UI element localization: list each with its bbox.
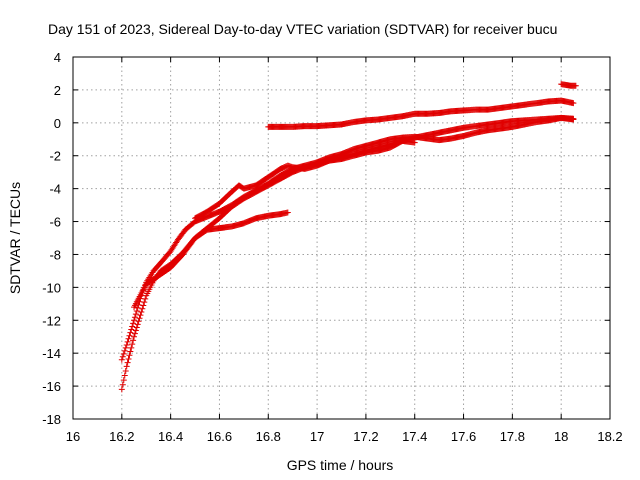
data-point [125,355,132,362]
data-point [124,359,131,366]
data-point [128,326,135,333]
data-point [126,332,133,339]
series-arc-b [118,114,577,363]
data-point [123,341,130,348]
series-arc-f [558,81,579,89]
data-point [121,347,128,354]
y-tick-label: -8 [49,247,61,262]
data-point [134,304,141,311]
x-tick-label: 16.6 [207,429,232,444]
data-point [118,356,125,363]
y-tick-label: 0 [54,116,61,131]
data-point [121,372,128,379]
y-tick-label: -16 [42,379,61,394]
data-point [570,100,577,107]
x-tick-label: 18.2 [597,429,622,444]
data-point [130,320,137,327]
grid [73,57,610,419]
x-tick-label: 16.4 [158,429,183,444]
data-point [133,308,140,315]
data-point [411,139,418,146]
series-arc-d [192,137,418,222]
data-point [138,309,145,316]
series-arc-c [131,209,291,311]
x-tick-label: 17 [310,429,324,444]
data-point [135,318,142,325]
x-tick-label: 18 [554,429,568,444]
data-point [134,321,141,328]
data-point [131,330,138,337]
data-point [122,344,129,351]
data-point [119,381,126,388]
data-point [130,337,137,344]
x-tick-label: 17.8 [500,429,525,444]
x-tick-label: 16.2 [109,429,134,444]
data-point [120,377,127,384]
x-tick-label: 16.8 [256,429,281,444]
data-point [122,367,129,374]
y-tick-label: 2 [54,83,61,98]
data-point [120,350,127,357]
chart-title: Day 151 of 2023, Sidereal Day-to-day VTE… [48,21,557,37]
data-point [140,302,147,309]
data-point [131,333,138,340]
data-point [128,344,135,351]
y-tick-label: -2 [49,149,61,164]
y-axis-ticks: -18 -16 -14 -12 -10 -8 -6 -4 -2 0 2 4 [42,50,610,427]
data-point [131,314,138,321]
data-point [118,386,125,393]
y-tick-label: -4 [49,182,61,197]
x-tick-label: 17.6 [451,429,476,444]
data-point [127,329,134,336]
x-tick-label: 17.2 [353,429,378,444]
data-point [132,311,139,318]
data-markers [118,81,579,393]
data-point [132,327,139,334]
y-tick-label: -6 [49,215,61,230]
data-point [127,348,134,355]
data-point [119,353,126,360]
x-tick-label: 17.4 [402,429,427,444]
plot-frame [72,56,611,420]
data-point [570,115,577,122]
data-point [129,323,136,330]
data-point [133,324,140,331]
data-point [123,363,130,370]
y-tick-label: -10 [42,280,61,295]
data-point [136,315,143,322]
data-point [125,335,132,342]
data-point [129,341,136,348]
y-tick-label: -18 [42,412,61,427]
y-axis-label: SDTVAR / TECUs [7,182,23,294]
y-tick-label: -12 [42,313,61,328]
x-tick-label: 16 [66,429,80,444]
data-point [126,352,133,359]
x-axis-label: GPS time / hours [287,457,394,473]
y-tick-label: 4 [54,50,61,65]
data-point [137,312,144,319]
data-point [139,305,146,312]
data-point [284,209,291,216]
data-point [124,338,131,345]
series-arc-e [265,97,577,130]
data-point [131,317,138,324]
y-tick-label: -14 [42,346,61,361]
x-axis-ticks: 16 16.2 16.4 16.6 16.8 17 17.2 17.4 17.6 17.8 18 18… [66,57,623,444]
data-point [572,82,579,89]
